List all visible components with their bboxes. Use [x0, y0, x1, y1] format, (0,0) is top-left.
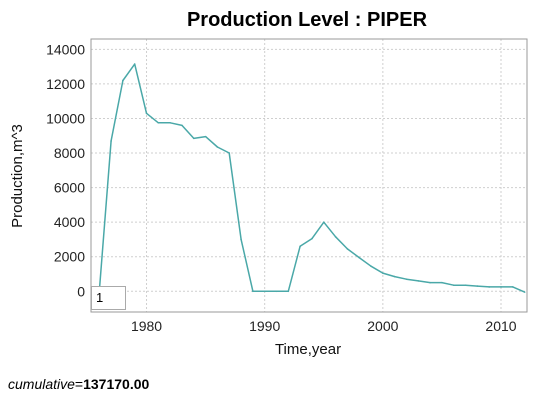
data-point [334, 236, 337, 238]
data-point [181, 124, 183, 127]
data-point [441, 281, 443, 284]
data-point [476, 285, 479, 287]
data-point [122, 79, 124, 82]
data-point [500, 286, 502, 288]
x-tick-label: 2000 [367, 318, 398, 334]
data-point [405, 278, 408, 280]
data-point [252, 290, 254, 293]
y-tick-label: 2000 [54, 249, 85, 265]
y-tick-label: 8000 [54, 145, 85, 161]
data-point [110, 140, 112, 142]
y-tick-label: 10000 [46, 110, 85, 126]
data-point [382, 272, 384, 274]
y-axis-label: Production,m^3 [9, 124, 26, 228]
data-point [216, 146, 219, 148]
y-tick-label: 6000 [54, 180, 85, 196]
data-point [145, 112, 148, 115]
y-tick-label: 4000 [54, 214, 85, 230]
data-point [370, 265, 372, 268]
cumulative-value: 137170.00 [83, 376, 150, 392]
x-tick-label: 2010 [485, 318, 516, 334]
cumulative-readout: cumulative=137170.00 [8, 376, 149, 392]
x-tick-label: 1980 [131, 318, 162, 334]
legend-box: 1 [91, 286, 126, 310]
data-point [192, 137, 195, 140]
data-point [464, 284, 467, 287]
data-point [429, 281, 431, 284]
data-point [358, 256, 361, 259]
y-tick-label: 0 [77, 283, 85, 299]
legend-label: 1 [96, 290, 104, 305]
data-point [263, 290, 266, 293]
data-point [523, 291, 526, 293]
cumulative-label: cumulative [8, 376, 75, 392]
grid [91, 39, 527, 312]
plot-frame [90, 38, 528, 313]
data-point [275, 290, 278, 293]
data-point [287, 290, 290, 293]
data-point [299, 245, 301, 248]
data-point [346, 248, 349, 250]
data-point [133, 63, 136, 65]
x-tick-label: 1990 [249, 318, 280, 334]
series-line [98, 63, 525, 293]
data-point [169, 122, 171, 124]
series-group [98, 63, 526, 293]
data-point [322, 221, 325, 223]
data-point [512, 286, 514, 288]
data-point [488, 286, 490, 288]
cumulative-equals: = [74, 376, 84, 392]
y-tick-label: 12000 [46, 76, 85, 92]
data-point [228, 152, 231, 154]
chart-title: Production Level : PIPER [187, 9, 428, 31]
data-point [417, 280, 420, 282]
data-point [157, 122, 160, 124]
data-point [240, 238, 242, 241]
data-point [452, 284, 455, 287]
data-point [311, 237, 313, 240]
data-point [393, 275, 396, 278]
y-tick-label: 14000 [46, 41, 85, 57]
data-point [204, 135, 207, 138]
x-axis-label: Time,year [275, 341, 341, 358]
